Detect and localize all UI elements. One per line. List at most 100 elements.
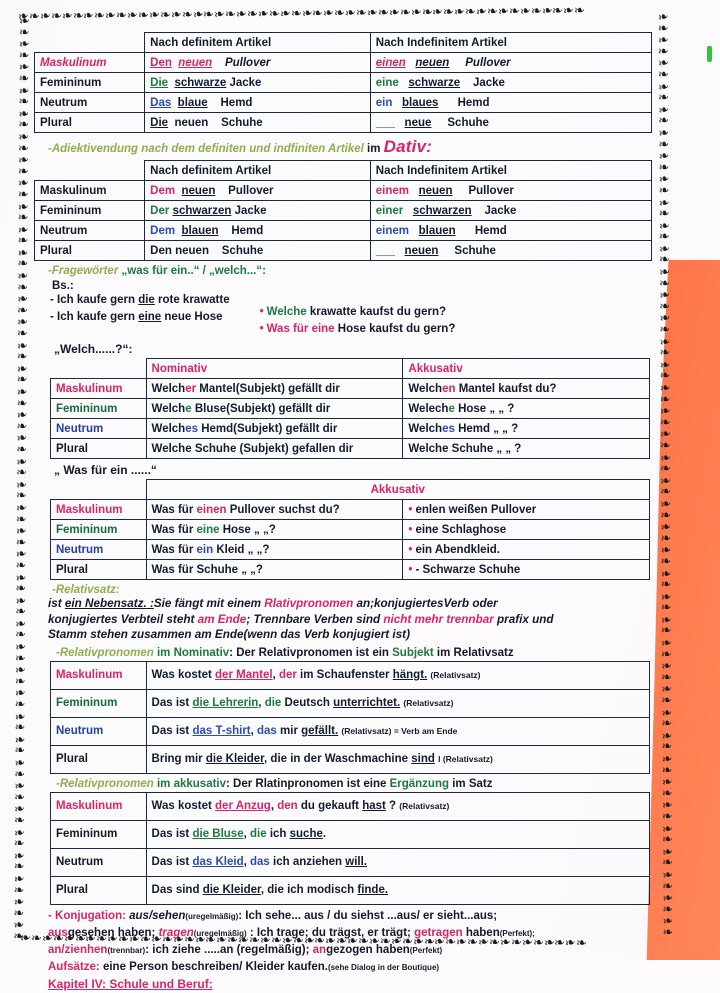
green-highlight-mark <box>707 46 712 62</box>
table-adjektivendung: Nach definitem Artikel Nach Indefinitem … <box>33 32 653 133</box>
akkusativ-example: Welchen Mantel kaufst du? <box>402 378 650 399</box>
definite-form: Die schwarze Jacke <box>144 72 371 93</box>
gender-label: Femininum <box>50 398 147 419</box>
gender-label: Maskulinum <box>50 791 147 821</box>
table-dativ-wrap: Nach definitem Artikel Nach Indefinitem … <box>33 160 653 261</box>
table-row: Femininum Der schwarzen Jacke einer schw… <box>33 200 653 221</box>
table-row: Maskulinum Welcher Mantel(Subjekt) gefäl… <box>50 378 650 399</box>
gender-label: Plural <box>33 240 146 261</box>
nominativ-example: Welches Hemd(Subjekt) gefällt dir <box>145 418 404 439</box>
header-indefinit-2: Nach Indefinitem Artikel <box>369 160 653 181</box>
relative-clause-example: Was kostet der Mantel, der im Schaufenst… <box>145 660 651 690</box>
relativsatz-paragraph: ist ein Nebensatz. :Sie fängt mit einem … <box>48 596 652 643</box>
table-row: Femininum Was für eine Hose „ „? • eine S… <box>50 519 650 540</box>
table-row: Plural Was für Schuhe „ „? • - Schwarze S… <box>50 559 650 580</box>
gender-label: Maskulinum <box>33 180 146 201</box>
relativ-akkusativ-accent: im akkusativ <box>156 777 227 790</box>
bullet-icon: • <box>408 543 413 556</box>
gender-label: Plural <box>50 744 147 774</box>
relativsatz-line-2: konjugiertes Verbteil steht am Ende; Tre… <box>48 612 554 626</box>
konjugation-line-3: an/zienhen(trennbar): ich ziehe .....an … <box>48 943 443 956</box>
gender-label: Maskulinum <box>50 378 147 399</box>
indefinite-form: ein blaues Hemd <box>369 92 653 113</box>
table-header-row: Akkusativ <box>51 479 651 500</box>
relative-clause-example: Bring mir die Kleider, die in der Waschm… <box>145 744 651 774</box>
was-fuer-ein-quote: „ Was für ein ......“ <box>54 463 157 477</box>
bullet-icon: • <box>259 323 264 335</box>
answer-cell: • eine Schlaghose <box>402 519 650 540</box>
gender-label: Femininum <box>50 688 147 718</box>
definite-form: Das blaue Hemd <box>144 92 371 113</box>
header-definit-2: Nach definitem Artikel <box>144 160 371 181</box>
gender-label: Plural <box>50 875 147 905</box>
definite-form: Die neuen Schuhe <box>144 112 371 133</box>
gender-label: Neutrum <box>50 418 147 439</box>
gender-label: Maskulinum <box>33 52 146 73</box>
relativsatz-label-row: -Relativsatz: <box>52 584 652 596</box>
table-row: Plural Bring mir die Kleider, die in der… <box>50 744 651 774</box>
gender-label: Femininum <box>33 72 146 93</box>
gender-label: Maskulinum <box>50 660 147 690</box>
indefinite-form: einen neuen Pullover <box>369 52 653 73</box>
nominativ-example: Welche Bluse(Subjekt) gefällt dir <box>145 398 404 419</box>
table-row: Plural Das sind die Kleider, die ich mod… <box>50 875 651 905</box>
akkusativ-example: Weleche Hose „ „ ? <box>402 398 650 419</box>
nominativ-example: Welcher Mantel(Subjekt) gefällt dir <box>145 378 404 399</box>
gender-label: Plural <box>50 559 147 580</box>
indefinite-form: einem blauen Hemd <box>369 220 653 241</box>
table-was-fuer-ein: Akkusativ Maskulinum Was für einen Pullo… <box>50 479 651 580</box>
gender-label: Neutrum <box>50 539 147 560</box>
table-row: Maskulinum Den neuen Pullover einen neue… <box>33 52 653 73</box>
indefinite-form: eine schwarze Jacke <box>369 72 653 93</box>
table-row: Plural Die neuen Schuhe ___ neue Schuhe <box>33 112 653 133</box>
relativsatz-label: -Relativsatz: <box>52 584 120 596</box>
definite-form: Der schwarzen Jacke <box>144 200 371 221</box>
bullet-icon: • <box>259 306 264 318</box>
table-adjektivendung-wrap: Nach definitem Artikel Nach Indefinitem … <box>33 32 653 133</box>
example-line: • Was für eine Hose kaufst du gern? <box>259 323 456 335</box>
table-relativ-nominativ-wrap: Maskulinum Was kostet der Mantel, der im… <box>50 660 651 774</box>
table-row: Neutrum Das blaue Hemd ein blaues Hemd <box>33 92 653 113</box>
gender-label: Femininum <box>33 200 146 221</box>
notes-content: Nach definitem Artikel Nach Indefinitem … <box>33 30 653 991</box>
fragewoerter-examples: - Ich kaufe gern die rote krawatte - Ich… <box>50 292 652 338</box>
fragewoerter-label: -Fragewörter <box>48 265 119 277</box>
table-relativ-nominativ: Maskulinum Was kostet der Mantel, der im… <box>50 660 651 774</box>
answer-cell: • - Schwarze Schuhe <box>402 559 650 580</box>
table-row: Maskulinum Was kostet der Mantel, der im… <box>50 660 651 690</box>
relative-clause-example: Das ist das Kleid, das ich anziehen will… <box>145 847 651 877</box>
table-header-row: Nach definitem Artikel Nach Indefinitem … <box>35 32 653 53</box>
question-cell: Was für eine Hose „ „? <box>145 519 404 540</box>
gender-label: Neutrum <box>33 220 146 241</box>
relative-clause-example: Das ist die Lehrerin, die Deutsch unterr… <box>145 688 651 718</box>
indefinite-form: einer schwarzen Jacke <box>369 200 653 221</box>
table-row: Femininum Das ist die Bluse, die ich suc… <box>50 819 651 849</box>
header-definit-1: Nach definitem Artikel <box>144 32 371 53</box>
indefinite-form: einem neuen Pullover <box>369 180 653 201</box>
relative-clause-example: Das ist das T-shirt, das mir gefällt. (R… <box>145 716 651 746</box>
bullet-icon: • <box>408 563 413 576</box>
kapitel-heading: Kapitel IV: Schule und Beruf: <box>48 976 213 991</box>
bullet-icon: • <box>408 523 413 536</box>
gender-label: Femininum <box>50 819 147 849</box>
relative-clause-example: Was kostet der Anzug, den du gekauft has… <box>145 791 651 821</box>
aufsaetze-line: Aufsätze: eine Person beschreiben/ Kleid… <box>48 960 440 973</box>
definite-form: Dem neuen Pullover <box>144 180 371 201</box>
question-cell: Was für einen Pullover suchst du? <box>145 499 404 520</box>
table-row: Plural Welche Schuhe (Subjekt) gefallen … <box>50 438 650 459</box>
fragewoerter-heading: -Fragewörter „was für ein..“ / „welch...… <box>48 265 652 277</box>
akkusativ-example: Welches Hemd „ „ ? <box>402 418 650 439</box>
gender-label: Plural <box>50 438 147 459</box>
question-cell: Was für ein Kleid „ „? <box>145 539 404 560</box>
example-line: - Ich kaufe gern die rote krawatte <box>50 294 230 306</box>
relativ-nominativ-accent: im Nominativ <box>156 646 230 659</box>
table-row: Maskulinum Was kostet der Anzug, den du … <box>50 791 651 821</box>
decorative-border-right: ❧ ❧ ❧ ❧ ❧ ❧ ❧ ❧ ❧ ❧ ❧ ❧ ❧ ❧ ❧ ❧ ❧ ❧ ❧ ❧ ❧ ❧ ❧ ❧ ❧ ❧ ❧ ❧ ❧ ❧ ❧ ❧ ❧ ❧ ❧ ❧ ❧ ❧ ❧ ❧… <box>657 9 675 936</box>
table-row: Neutrum Das ist das T-shirt, das mir gef… <box>50 716 651 746</box>
bs-label: Bs.: <box>52 280 74 292</box>
answer-cell: • ein Abendkleid. <box>402 539 650 560</box>
definite-form: Dem blauen Hemd <box>144 220 371 241</box>
table-relativ-akkusativ-wrap: Maskulinum Was kostet der Anzug, den du … <box>50 791 651 905</box>
gender-label: Plural <box>33 112 146 133</box>
